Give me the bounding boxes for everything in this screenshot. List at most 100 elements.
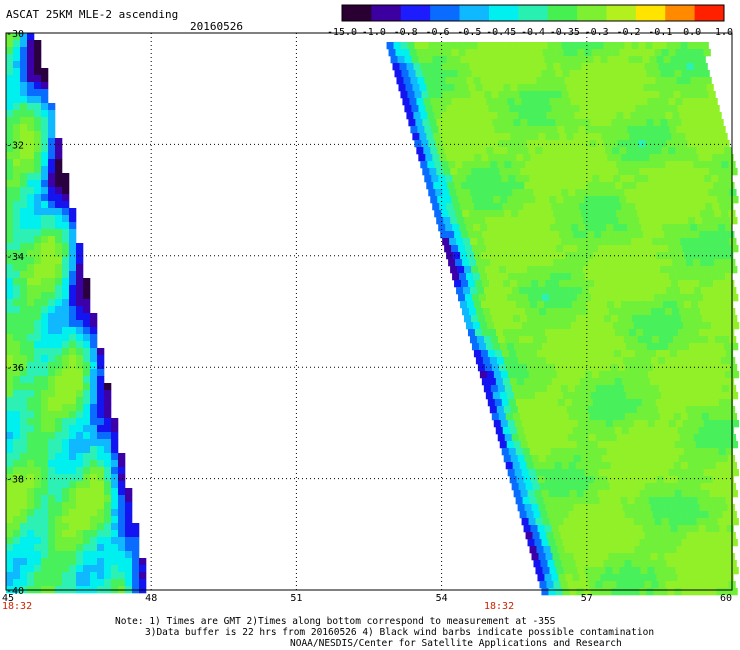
wind-cell: [27, 523, 35, 531]
wind-cell: [537, 378, 546, 386]
wind-cell: [641, 399, 650, 407]
wind-cell: [622, 280, 630, 288]
wind-cell: [488, 378, 497, 386]
wind-cell: [463, 91, 471, 99]
wind-cell: [565, 427, 574, 435]
wind-cell: [118, 460, 126, 468]
wind-cell: [549, 518, 557, 526]
wind-cell: [607, 476, 615, 484]
wind-cell: [517, 504, 525, 512]
wind-cell: [456, 91, 464, 99]
wind-cell: [659, 560, 667, 568]
wind-cell: [557, 350, 566, 358]
wind-cell: [729, 462, 737, 470]
wind-cell: [62, 208, 70, 216]
wind-cell: [644, 336, 653, 344]
wind-cell: [550, 175, 558, 183]
wind-cell: [41, 313, 49, 321]
wind-cell: [62, 523, 70, 531]
wind-cell: [83, 467, 91, 475]
wind-cell: [565, 301, 573, 309]
wind-cell: [674, 588, 682, 596]
wind-cell: [701, 91, 709, 99]
wind-cell: [720, 133, 728, 141]
wind-cell: [710, 196, 718, 204]
wind-cell: [471, 343, 480, 351]
wind-cell: [419, 84, 427, 92]
wind-cell: [492, 217, 500, 225]
wind-cell: [27, 320, 35, 328]
wind-cell: [546, 63, 554, 71]
wind-cell: [20, 348, 28, 356]
wind-cell: [471, 70, 479, 78]
wind-cell: [615, 231, 623, 239]
wind-cell: [550, 350, 559, 358]
wind-cell: [718, 224, 726, 232]
wind-cell: [707, 581, 715, 589]
wind-cell: [709, 217, 717, 225]
wind-cell: [524, 455, 533, 463]
wind-cell: [13, 376, 21, 384]
wind-cell: [446, 252, 454, 260]
wind-cell: [507, 196, 515, 204]
wind-cell: [41, 418, 49, 426]
wind-cell: [518, 210, 526, 218]
wind-cell: [509, 154, 517, 162]
wind-cell: [461, 133, 469, 141]
wind-cell: [433, 182, 441, 190]
wind-cell: [556, 420, 565, 428]
wind-cell: [663, 154, 671, 162]
wind-cell: [720, 182, 728, 190]
wind-cell: [682, 518, 690, 526]
wind-cell: [20, 439, 28, 447]
wind-cell: [41, 327, 49, 335]
wind-cell: [706, 182, 714, 190]
wind-cell: [610, 315, 619, 323]
wind-cell: [708, 238, 716, 246]
wind-cell: [685, 280, 693, 288]
wind-cell: [664, 455, 673, 463]
wind-cell: [484, 91, 492, 99]
wind-cell: [634, 399, 643, 407]
wind-cell: [503, 231, 511, 239]
wind-cell: [707, 434, 716, 442]
wind-cell: [661, 147, 669, 155]
wind-cell: [647, 420, 656, 428]
wind-cell: [495, 301, 503, 309]
wind-cell: [478, 343, 487, 351]
wind-cell: [69, 551, 77, 559]
wind-cell: [697, 350, 706, 358]
wind-cell: [111, 516, 119, 524]
wind-cell: [647, 371, 656, 379]
wind-cell: [621, 105, 629, 113]
wind-cell: [574, 385, 583, 393]
wind-cell: [6, 61, 14, 69]
wind-cell: [559, 84, 567, 92]
wind-cell: [715, 287, 723, 295]
wind-cell: [707, 308, 715, 316]
wind-cell: [76, 362, 84, 370]
wind-cell: [518, 336, 527, 344]
wind-cell: [720, 504, 728, 512]
wind-cell: [474, 203, 482, 211]
wind-cell: [673, 287, 681, 295]
wind-cell: [465, 196, 473, 204]
wind-cell: [20, 103, 28, 111]
wind-cell: [537, 301, 545, 309]
wind-cell: [689, 147, 697, 155]
wind-cell: [27, 362, 35, 370]
wind-cell: [570, 371, 579, 379]
wind-cell: [20, 362, 28, 370]
wind-cell: [118, 572, 126, 580]
wind-cell: [535, 420, 544, 428]
wind-cell: [13, 460, 21, 468]
wind-cell: [659, 287, 667, 295]
wind-cell: [590, 266, 598, 274]
wind-cell: [505, 413, 514, 421]
wind-cell: [125, 509, 133, 517]
wind-cell: [659, 91, 667, 99]
wind-cell: [587, 504, 595, 512]
wind-cell: [111, 579, 119, 587]
wind-cell: [665, 161, 673, 169]
wind-cell: [531, 406, 540, 414]
